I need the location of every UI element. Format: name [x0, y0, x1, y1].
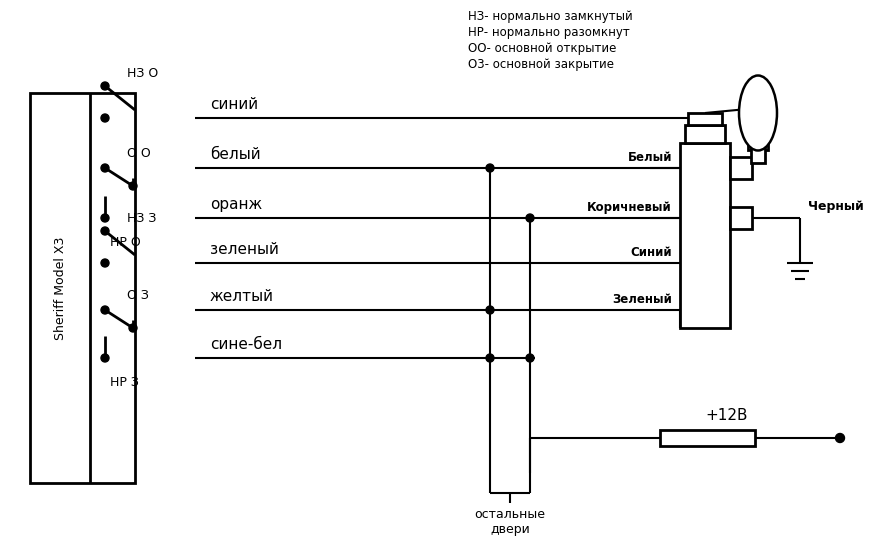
Circle shape: [526, 214, 534, 222]
Text: белый: белый: [210, 147, 261, 162]
Text: Sheriff Model X3: Sheriff Model X3: [54, 236, 66, 340]
Bar: [685, 125, 725, 143]
Circle shape: [129, 324, 137, 332]
Bar: [688, 113, 722, 125]
Circle shape: [486, 306, 494, 314]
Circle shape: [101, 227, 109, 235]
Text: Черный: Черный: [808, 200, 864, 213]
Ellipse shape: [739, 75, 777, 151]
Text: двери: двери: [490, 523, 530, 536]
Circle shape: [101, 259, 109, 267]
Circle shape: [526, 354, 534, 362]
Text: синий: синий: [210, 97, 258, 112]
Circle shape: [486, 164, 494, 172]
Circle shape: [129, 182, 137, 190]
Bar: [748, 128, 768, 150]
Bar: [730, 157, 752, 179]
Text: О З: О З: [127, 289, 149, 302]
Text: Зеленый: Зеленый: [612, 293, 672, 306]
Bar: [660, 430, 755, 446]
Text: зеленый: зеленый: [210, 242, 278, 257]
Text: НР- нормально разомкнут: НР- нормально разомкнут: [468, 26, 629, 39]
Circle shape: [486, 354, 494, 362]
Text: Синий: Синий: [630, 246, 672, 259]
Text: НР З: НР З: [110, 376, 139, 389]
Text: О3- основной закрытие: О3- основной закрытие: [468, 58, 614, 71]
Circle shape: [101, 114, 109, 122]
Bar: [680, 143, 730, 328]
Circle shape: [101, 306, 109, 314]
Text: ОО- основной открытие: ОО- основной открытие: [468, 42, 616, 55]
Text: Белый: Белый: [628, 151, 672, 164]
Bar: [751, 147, 765, 163]
Text: Коричневый: Коричневый: [587, 201, 672, 214]
Circle shape: [835, 434, 844, 442]
Text: О О: О О: [127, 147, 151, 160]
Circle shape: [101, 82, 109, 90]
Circle shape: [101, 214, 109, 222]
Text: оранж: оранж: [210, 197, 263, 212]
Text: НЗ О: НЗ О: [127, 67, 158, 80]
Text: сине-бел: сине-бел: [210, 337, 282, 352]
Circle shape: [101, 354, 109, 362]
Bar: [30, 93, 135, 483]
Text: НР О: НР О: [110, 236, 141, 249]
Circle shape: [101, 164, 109, 172]
Text: НЗ- нормально замкнутый: НЗ- нормально замкнутый: [468, 10, 633, 23]
Text: +12В: +12В: [705, 408, 748, 423]
Text: желтый: желтый: [210, 289, 274, 304]
Text: НЗ З: НЗ З: [127, 212, 156, 225]
Bar: [730, 207, 752, 229]
Text: остальные: остальные: [475, 508, 545, 521]
